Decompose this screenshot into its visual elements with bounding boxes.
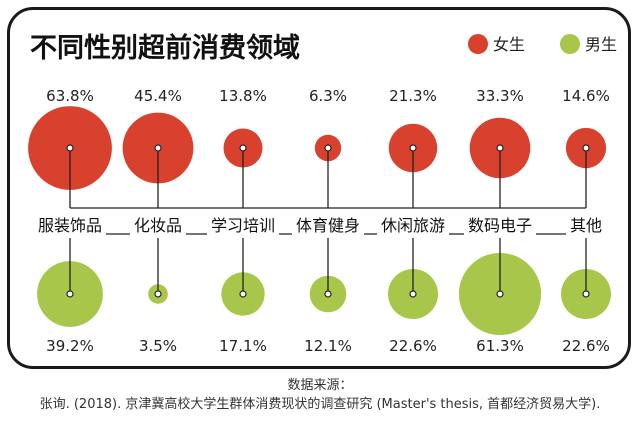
category-bg-1 [130,212,186,238]
legend-label-0: 女生 [493,35,525,54]
chart-title: 不同性别超前消费领域 [30,32,300,64]
category-label-2: 学习培训 [211,216,275,235]
bubble-center-0-2 [239,144,247,152]
value-label-male-4: 22.6% [389,337,437,355]
category-bg-2 [207,212,279,238]
bubble-center-0-0 [66,144,74,152]
source-heading: 数据来源： [287,378,353,393]
bubble-center-1-2 [239,290,247,298]
value-label-male-6: 22.6% [562,337,610,355]
category-label-6: 其他 [570,216,602,235]
source-citation: 张询. (2018). 京津冀高校大学生群体消费现状的调查研究 (Master'… [39,397,601,412]
legend-label-1: 男生 [585,35,617,54]
value-label-male-1: 3.5% [139,337,177,355]
data-source: 数据来源： 张询. (2018). 京津冀高校大学生群体消费现状的调查研究 (M… [0,376,640,414]
category-bg-3 [292,212,364,238]
bubble-center-0-1 [154,144,162,152]
bubble-center-0-3 [324,144,332,152]
category-bg-4 [377,212,449,238]
category-label-5: 数码电子 [468,216,532,235]
category-bg-6 [566,212,606,238]
value-label-female-1: 45.4% [134,87,182,105]
legend-marker-1 [560,34,580,54]
value-label-female-2: 13.8% [219,87,267,105]
value-label-female-0: 63.8% [46,87,94,105]
bubble-center-1-5 [496,290,504,298]
value-label-male-5: 61.3% [476,337,524,355]
bubble-center-1-0 [66,290,74,298]
bubble-center-1-3 [324,290,332,298]
value-label-female-4: 21.3% [389,87,437,105]
category-bg-0 [34,212,106,238]
category-label-4: 休闲旅游 [381,216,445,235]
value-label-male-0: 39.2% [46,337,94,355]
value-label-female-6: 14.6% [562,87,610,105]
bubble-center-1-6 [582,290,590,298]
bubble-center-1-4 [409,290,417,298]
category-label-3: 体育健身 [296,216,360,235]
bubble-center-0-4 [409,144,417,152]
category-label-0: 服装饰品 [38,216,102,235]
value-label-male-3: 12.1% [304,337,352,355]
legend-marker-0 [468,34,488,54]
value-label-male-2: 17.1% [219,337,267,355]
value-label-female-5: 33.3% [476,87,524,105]
bubble-center-1-1 [154,290,162,298]
category-label-1: 化妆品 [134,216,182,235]
value-label-female-3: 6.3% [309,87,347,105]
bubble-center-0-5 [496,144,504,152]
bubble-center-0-6 [582,144,590,152]
category-bg-5 [464,212,536,238]
